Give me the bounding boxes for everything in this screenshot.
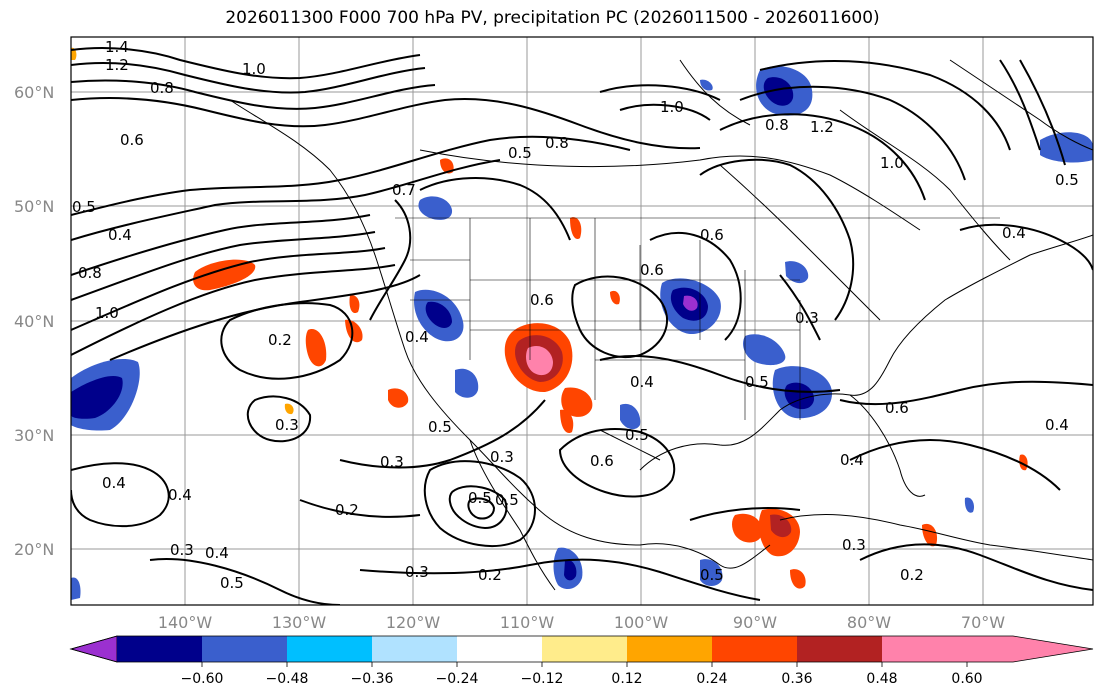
lon-label-100w: 100°W bbox=[614, 613, 669, 632]
contour-label: 0.4 bbox=[405, 328, 429, 346]
contour-label: 0.6 bbox=[885, 399, 909, 417]
colorbar-extend-right bbox=[967, 636, 1093, 662]
lon-label-110w: 110°W bbox=[500, 613, 555, 632]
contour-label: 0.5 bbox=[220, 574, 244, 592]
coastlines bbox=[229, 59, 1093, 591]
contour-label: 0.5 bbox=[428, 418, 452, 436]
lon-label-80w: 80°W bbox=[847, 613, 891, 632]
colorbar-tick-label: −0.60 bbox=[181, 671, 224, 687]
contour-label: 1.2 bbox=[810, 118, 834, 136]
contour-label: 0.2 bbox=[478, 566, 502, 584]
contour-label: 0.2 bbox=[268, 331, 292, 349]
contour-label: 0.3 bbox=[795, 309, 819, 327]
colorbar-outline bbox=[69, 635, 1094, 663]
lon-label-140w: 140°W bbox=[158, 613, 213, 632]
contour-label: 0.3 bbox=[380, 453, 404, 471]
colorbar-tick-label: −0.24 bbox=[436, 671, 479, 687]
colorbar-ticks bbox=[201, 662, 968, 667]
contour-label: 1.2 bbox=[105, 56, 129, 74]
colorbar-swatch bbox=[117, 636, 202, 662]
contour-label: 0.5 bbox=[625, 426, 649, 444]
lat-label-40n: 40°N bbox=[14, 312, 54, 331]
contour-label: 0.5 bbox=[508, 144, 532, 162]
contour-label: 0.5 bbox=[1055, 171, 1079, 189]
contour-label: 0.4 bbox=[108, 226, 132, 244]
contour-label: 0.3 bbox=[275, 416, 299, 434]
colorbar-swatch bbox=[287, 636, 372, 662]
lat-label-60n: 60°N bbox=[14, 83, 54, 102]
lon-label-90w: 90°W bbox=[733, 613, 777, 632]
lat-label-50n: 50°N bbox=[14, 197, 54, 216]
contour-label: 0.8 bbox=[765, 116, 789, 134]
contour-label: 0.8 bbox=[78, 264, 102, 282]
colorbar-tick-label: 0.36 bbox=[781, 671, 812, 687]
contour-label: 1.0 bbox=[95, 304, 119, 322]
colorbar-swatch bbox=[882, 636, 967, 662]
contour-label: 0.2 bbox=[335, 501, 359, 519]
colorbar: −0.60 −0.48 −0.36 −0.24 −0.12 0.12 0.24 … bbox=[69, 635, 1094, 687]
colorbar-swatch bbox=[627, 636, 712, 662]
lon-label-130w: 130°W bbox=[272, 613, 327, 632]
colorbar-tick-label: −0.12 bbox=[521, 671, 564, 687]
contour-label: 0.4 bbox=[168, 486, 192, 504]
contour-label: 0.4 bbox=[1045, 416, 1069, 434]
contour-label: 0.4 bbox=[630, 373, 654, 391]
colorbar-swatch bbox=[797, 636, 882, 662]
map-title: 2026011300 F000 700 hPa PV, precipitatio… bbox=[225, 8, 880, 28]
contour-label: 1.0 bbox=[880, 154, 904, 172]
contour-label: 0.6 bbox=[640, 261, 664, 279]
contour-labels: 1.4 1.2 1.0 0.8 0.6 0.5 0.4 0.7 0.5 0.4 … bbox=[72, 38, 1079, 592]
precip-shading bbox=[71, 47, 1093, 600]
contour-label: 0.5 bbox=[495, 491, 519, 509]
lat-label-30n: 30°N bbox=[14, 426, 54, 445]
contour-label: 0.6 bbox=[590, 452, 614, 470]
pv-contours bbox=[71, 47, 1093, 605]
colorbar-tick-label: −0.48 bbox=[266, 671, 309, 687]
contour-label: 0.5 bbox=[468, 489, 492, 507]
colorbar-swatch bbox=[372, 636, 457, 662]
contour-label: 0.2 bbox=[900, 566, 924, 584]
contour-label: 0.4 bbox=[205, 544, 229, 562]
colorbar-tick-label: 0.24 bbox=[696, 671, 727, 687]
contour-label: 0.5 bbox=[745, 373, 769, 391]
contour-label: 0.4 bbox=[840, 451, 864, 469]
contour-label: 1.4 bbox=[105, 38, 129, 56]
contour-label: 0.7 bbox=[392, 181, 416, 199]
contour-label: 0.3 bbox=[490, 448, 514, 466]
contour-label: 0.6 bbox=[700, 226, 724, 244]
state-borders bbox=[395, 217, 1000, 420]
colorbar-extend-left bbox=[69, 635, 118, 663]
contour-label: 0.8 bbox=[150, 79, 174, 97]
colorbar-tick-label: 0.48 bbox=[866, 671, 897, 687]
colorbar-swatch bbox=[202, 636, 287, 662]
contour-label: 0.6 bbox=[530, 291, 554, 309]
graticule bbox=[71, 37, 1093, 605]
contour-label: 1.0 bbox=[242, 60, 266, 78]
contour-label: 0.5 bbox=[700, 566, 724, 584]
contour-label: 0.8 bbox=[545, 134, 569, 152]
contour-label: 0.4 bbox=[102, 474, 126, 492]
lat-label-20n: 20°N bbox=[14, 540, 54, 559]
contour-label: 0.6 bbox=[120, 131, 144, 149]
colorbar-swatch bbox=[457, 636, 542, 662]
contour-label: 0.5 bbox=[72, 198, 96, 216]
colorbar-tick-label: −0.36 bbox=[351, 671, 394, 687]
contour-label: 0.4 bbox=[1002, 224, 1026, 242]
contour-label: 0.3 bbox=[170, 541, 194, 559]
map-border bbox=[70, 36, 1094, 606]
contour-label: 0.3 bbox=[405, 563, 429, 581]
colorbar-tick-label: 0.12 bbox=[611, 671, 642, 687]
colorbar-swatch bbox=[712, 636, 797, 662]
colorbar-tick-label: 0.60 bbox=[951, 671, 982, 687]
lon-label-120w: 120°W bbox=[386, 613, 441, 632]
contour-label: 1.0 bbox=[660, 98, 684, 116]
lon-label-70w: 70°W bbox=[961, 613, 1005, 632]
colorbar-swatch bbox=[542, 636, 627, 662]
contour-label: 0.3 bbox=[842, 536, 866, 554]
